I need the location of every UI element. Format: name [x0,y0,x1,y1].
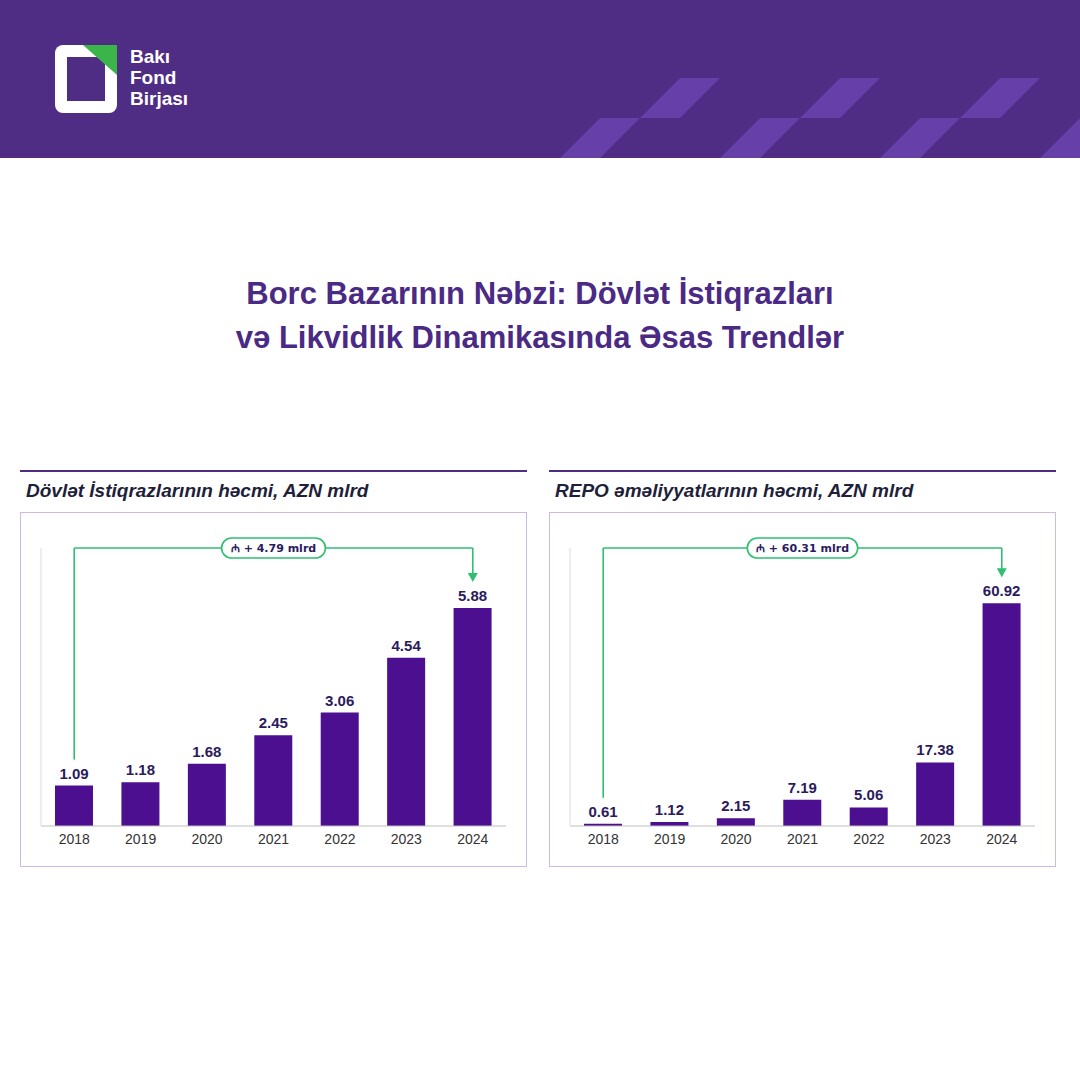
svg-text:1.09: 1.09 [59,765,88,782]
html-text:Borc Bazarının Nəbzi: Dövlət İ: Borc Bazarının Nəbzi: Dövlət İstiqrazlar… [246,276,834,311]
svg-text:2019: 2019 [125,831,156,847]
svg-text:1.18: 1.18 [126,761,155,778]
svg-text:₼ + 4.79 mlrd: ₼ + 4.79 mlrd [231,542,316,555]
html-text:REPO əməliyyatlarının həcmi, A: REPO əməliyyatlarının həcmi, AZN mlrd [555,480,914,501]
svg-text:3.06: 3.06 [325,692,354,709]
svg-text:5.06: 5.06 [854,786,883,803]
html-text:Bakı: Bakı [130,46,171,67]
html-text:Dövlət İstiqrazlarının həcmi,: Dövlət İstiqrazlarının həcmi, AZN mlrd [26,480,369,501]
svg-text:1.68: 1.68 [192,743,221,760]
svg-text:1.12: 1.12 [655,801,684,818]
svg-text:2022: 2022 [324,831,355,847]
svg-text:2.15: 2.15 [721,797,750,814]
svg-text:2020: 2020 [720,831,751,847]
svg-text:60.92: 60.92 [983,582,1021,599]
svg-text:2019: 2019 [654,831,685,847]
svg-text:2021: 2021 [787,831,818,847]
svg-text:5.88: 5.88 [458,587,487,604]
svg-text:2.45: 2.45 [259,714,288,731]
svg-text:2018: 2018 [588,831,619,847]
svg-text:2020: 2020 [191,831,222,847]
svg-text:2024: 2024 [457,831,488,847]
html-text:Birjası: Birjası [130,88,189,109]
svg-text:0.61: 0.61 [588,803,617,820]
svg-text:2023: 2023 [920,831,951,847]
svg-text:2024: 2024 [986,831,1017,847]
svg-text:17.38: 17.38 [916,741,954,758]
html-text:Fond: Fond [130,67,177,88]
svg-text:2022: 2022 [853,831,884,847]
svg-text:₼ + 60.31 mlrd: ₼ + 60.31 mlrd [756,542,849,555]
html-text:və Likvidlik Dinamikasında Əsa: və Likvidlik Dinamikasında Əsas Trendlər [235,320,845,355]
svg-text:2018: 2018 [59,831,90,847]
svg-text:7.19: 7.19 [788,779,817,796]
svg-text:2023: 2023 [391,831,422,847]
svg-text:2021: 2021 [258,831,289,847]
svg-text:4.54: 4.54 [392,637,422,654]
